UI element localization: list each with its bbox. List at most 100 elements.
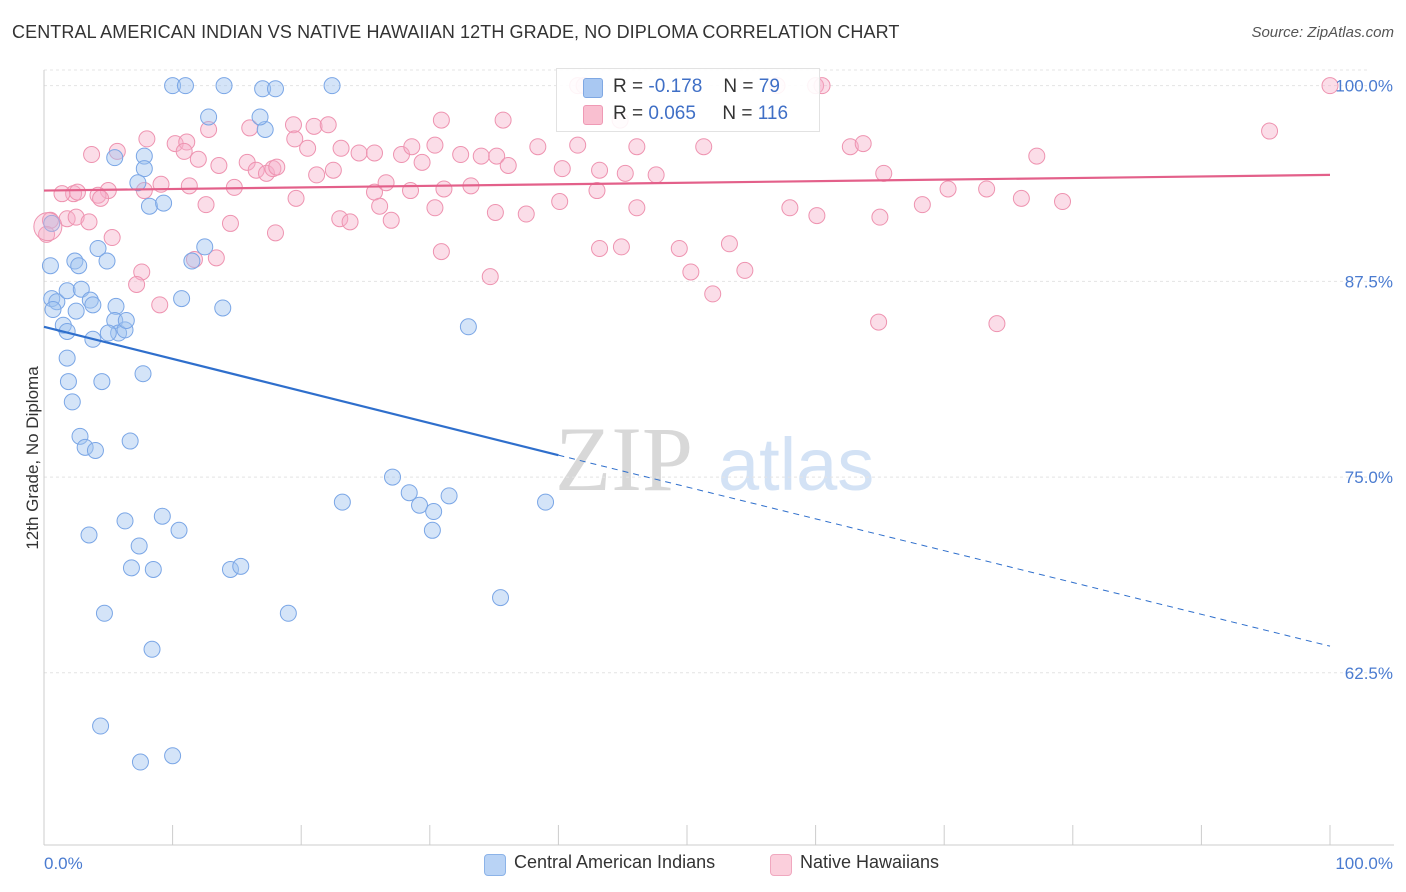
legend-r-label: R = bbox=[613, 76, 644, 97]
point-native-hawaiian bbox=[781, 199, 799, 217]
point-native-hawaiian bbox=[324, 161, 342, 179]
point-native-hawaiian bbox=[432, 243, 450, 261]
point-native-hawaiian bbox=[284, 116, 302, 134]
point-native-hawaiian bbox=[841, 138, 859, 156]
point-central-american-indian bbox=[214, 299, 232, 317]
point-native-hawaiian bbox=[68, 183, 86, 201]
point-native-hawaiian bbox=[1054, 193, 1072, 211]
point-native-hawaiian bbox=[499, 157, 517, 175]
point-central-american-indian bbox=[200, 108, 218, 126]
chart-source: Source: ZipAtlas.com bbox=[1251, 24, 1394, 41]
point-native-hawaiian bbox=[305, 117, 323, 135]
point-native-hawaiian bbox=[670, 239, 688, 257]
series-swatch-blue bbox=[484, 854, 506, 876]
point-central-american-indian bbox=[92, 717, 110, 735]
legend-n-value: 116 bbox=[757, 103, 789, 124]
trend-lines bbox=[43, 173, 1331, 647]
series-legend-label: Native Hawaiians bbox=[800, 852, 940, 872]
point-central-american-indian bbox=[144, 560, 162, 578]
point-central-american-indian bbox=[333, 493, 351, 511]
legend-n-label: N = bbox=[723, 76, 754, 97]
point-native-hawaiian bbox=[875, 164, 893, 182]
point-native-hawaiian bbox=[299, 139, 317, 157]
point-native-hawaiian bbox=[92, 189, 110, 207]
point-native-hawaiian bbox=[988, 315, 1006, 333]
point-central-american-indian bbox=[170, 521, 188, 539]
point-native-hawaiian bbox=[128, 275, 146, 293]
legend-swatch-pink bbox=[583, 105, 603, 125]
point-central-american-indian bbox=[84, 296, 102, 314]
point-native-hawaiian bbox=[350, 144, 368, 162]
point-central-american-indian bbox=[153, 507, 171, 525]
point-native-hawaiian bbox=[207, 249, 225, 267]
point-native-hawaiian bbox=[628, 138, 646, 156]
series-legend-label: Central American Indians bbox=[514, 852, 716, 872]
point-central-american-indian bbox=[131, 753, 149, 771]
point-central-american-indian bbox=[76, 438, 94, 456]
trend-line-central-american-indians-extension bbox=[558, 454, 1331, 647]
point-central-american-indian bbox=[164, 77, 182, 95]
point-native-hawaiian bbox=[628, 199, 646, 217]
point-central-american-indian bbox=[135, 147, 153, 165]
point-central-american-indian bbox=[99, 324, 117, 342]
point-central-american-indian bbox=[254, 80, 272, 98]
legend-r-value: 0.065 bbox=[648, 103, 696, 124]
point-native-hawaiian bbox=[616, 164, 634, 182]
point-native-hawaiian bbox=[551, 193, 569, 211]
y-tick-label: 62.5% bbox=[1345, 664, 1393, 683]
x-tick-label-min: 0.0% bbox=[44, 854, 83, 873]
point-native-hawaiian bbox=[695, 138, 713, 156]
point-native-hawaiian bbox=[808, 207, 826, 225]
point-native-hawaiian bbox=[682, 263, 700, 281]
point-central-american-indian bbox=[492, 589, 510, 607]
point-native-hawaiian bbox=[103, 229, 121, 247]
point-central-american-indian bbox=[43, 290, 61, 308]
watermark-zip: ZIP bbox=[555, 408, 693, 510]
point-central-american-indian bbox=[183, 252, 201, 270]
legend-r-value: -0.178 bbox=[648, 76, 703, 97]
point-native-hawaiian bbox=[197, 196, 215, 214]
point-central-american-indian bbox=[232, 557, 250, 575]
watermark-atlas: atlas bbox=[718, 423, 874, 506]
point-central-american-indian bbox=[134, 365, 152, 383]
point-native-hawaiian bbox=[1321, 77, 1339, 95]
point-native-hawaiian bbox=[221, 214, 239, 232]
point-central-american-indian bbox=[72, 280, 90, 298]
legend-n-label: N = bbox=[722, 103, 753, 124]
point-native-hawaiian bbox=[452, 146, 470, 164]
point-native-hawaiian bbox=[286, 130, 304, 148]
point-central-american-indian bbox=[117, 312, 135, 330]
point-native-hawaiian bbox=[200, 120, 218, 138]
point-central-american-indian bbox=[122, 559, 140, 577]
point-central-american-indian bbox=[196, 238, 214, 256]
point-native-hawaiian bbox=[591, 239, 609, 257]
axes bbox=[43, 70, 1394, 846]
point-native-hawaiian bbox=[308, 166, 326, 184]
point-native-hawaiian bbox=[67, 208, 85, 226]
point-native-hawaiian bbox=[377, 174, 395, 192]
chart-title: CENTRAL AMERICAN INDIAN VS NATIVE HAWAII… bbox=[12, 22, 900, 42]
correlation-legend: R = -0.178 N = 79 R = 0.065 N = 116 bbox=[556, 68, 820, 132]
point-central-american-indian bbox=[215, 77, 233, 95]
point-central-american-indian bbox=[130, 537, 148, 555]
point-central-american-indian bbox=[143, 640, 161, 658]
point-central-american-indian bbox=[121, 432, 139, 450]
trend-line-central-american-indians bbox=[43, 325, 559, 457]
point-native-hawaiian bbox=[371, 197, 389, 215]
point-native-hawaiian bbox=[382, 211, 400, 229]
point-native-hawaiian bbox=[569, 136, 587, 154]
y-tick-label: 75.0% bbox=[1345, 468, 1393, 487]
point-native-hawaiian bbox=[426, 136, 444, 154]
point-native-hawaiian bbox=[591, 161, 609, 179]
point-central-american-indian bbox=[411, 496, 429, 514]
point-native-hawaiian bbox=[210, 157, 228, 175]
point-native-hawaiian bbox=[486, 203, 504, 221]
point-native-hawaiian bbox=[978, 180, 996, 198]
point-native-hawaiian bbox=[413, 153, 431, 171]
point-native-hawaiian bbox=[175, 142, 193, 160]
point-central-american-indian bbox=[323, 77, 341, 95]
point-central-american-indian bbox=[59, 373, 77, 391]
point-native-hawaiian bbox=[133, 263, 151, 281]
point-central-american-indian bbox=[129, 174, 147, 192]
